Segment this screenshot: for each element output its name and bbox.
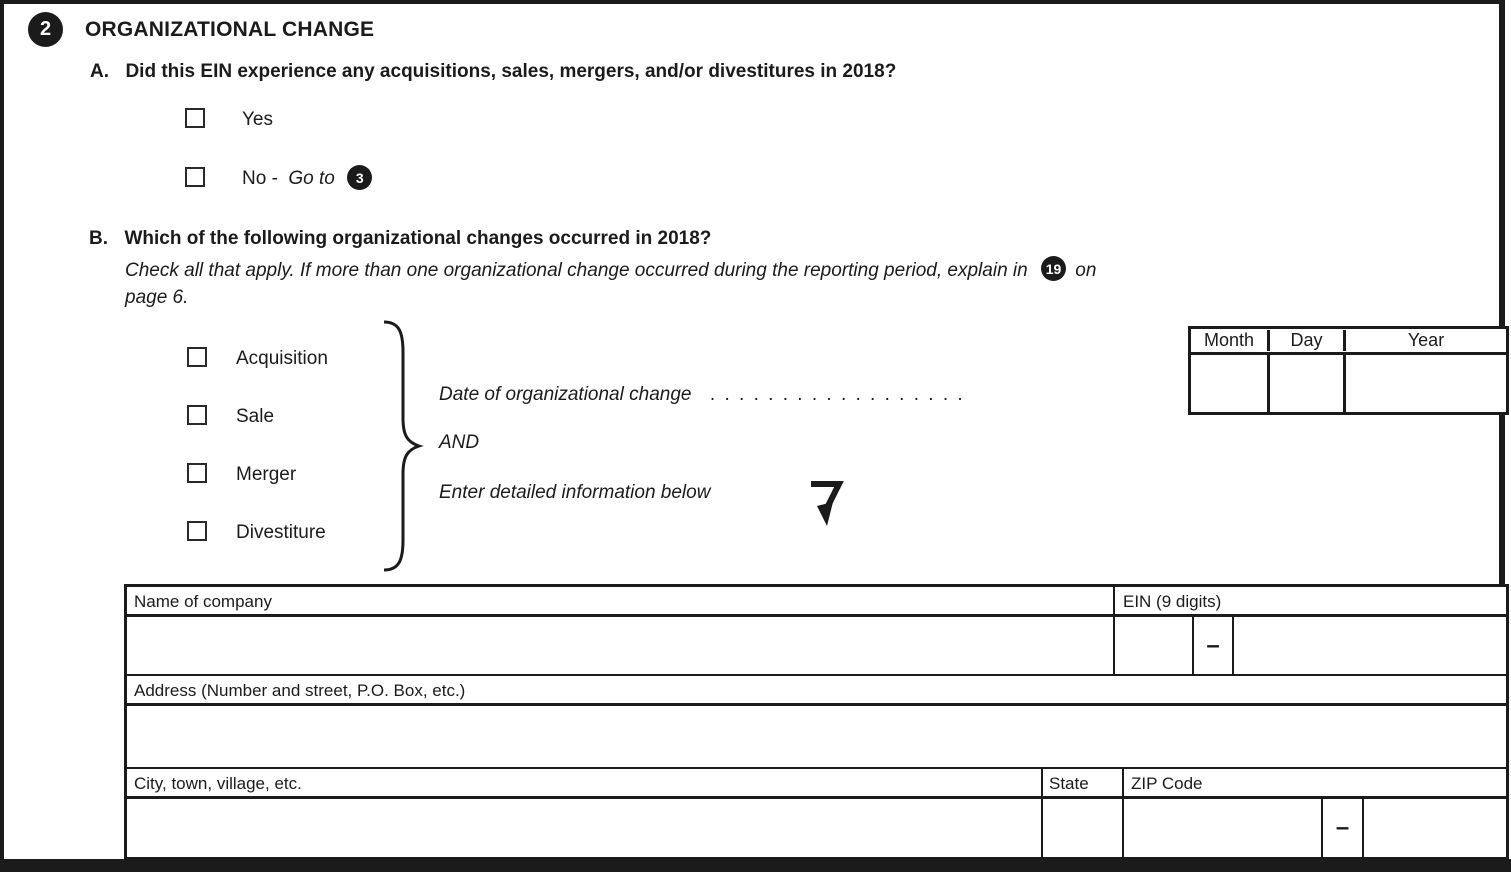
- state-input[interactable]: [1043, 799, 1122, 857]
- date-table-value-row: [1191, 355, 1506, 412]
- row2-value: [127, 706, 1506, 769]
- goto-section-3-badge: 3: [347, 165, 373, 191]
- brace-decoration: [383, 320, 424, 572]
- day-header: Day: [1270, 330, 1346, 351]
- divider: [1113, 587, 1115, 614]
- question-a-label: A.: [90, 61, 109, 82]
- divestiture-checkbox[interactable]: [187, 521, 207, 541]
- yes-checkbox[interactable]: [185, 108, 205, 128]
- question-b-note-line1: Check all that apply. If more than one o…: [125, 256, 1097, 282]
- question-a-text: Did this EIN experience any acquisitions…: [125, 61, 897, 82]
- divider: [1113, 617, 1115, 674]
- no-goto-text: Go to: [288, 168, 335, 189]
- year-header: Year: [1407, 330, 1445, 350]
- divider: [1122, 799, 1124, 857]
- row3-value: –: [127, 799, 1506, 857]
- next-section-bar: [0, 859, 1511, 872]
- divider: [1362, 799, 1364, 857]
- row3-header: City, town, village, etc. State ZIP Code: [127, 769, 1506, 799]
- ein-label: EIN (9 digits): [1123, 592, 1222, 611]
- no-label: No -: [242, 168, 278, 189]
- zip4-input[interactable]: [1364, 799, 1506, 857]
- ein-prefix-input[interactable]: [1115, 617, 1192, 674]
- dot-leader: . . . . . . . . . . . . . . . . . .: [709, 384, 965, 405]
- ein-dash: –: [1206, 631, 1220, 659]
- question-a: A. Did this EIN experience any acquisiti…: [90, 61, 896, 83]
- note-post: on: [1075, 260, 1097, 281]
- divider: [1041, 799, 1043, 857]
- row1-value: –: [127, 617, 1506, 676]
- date-of-change-line: Date of organizational change . . . . . …: [439, 384, 965, 406]
- divider: [1041, 769, 1043, 796]
- company-detail-table: Name of company EIN (9 digits) – Address…: [124, 584, 1509, 860]
- note-pre: Check all that apply. If more than one o…: [125, 260, 1028, 281]
- question-b-text: Which of the following organizational ch…: [124, 228, 712, 249]
- divestiture-label: Divestiture: [236, 522, 326, 543]
- month-header: Month: [1191, 330, 1270, 351]
- divider: [1192, 617, 1194, 674]
- address-input[interactable]: [127, 706, 1506, 767]
- zip-dash: –: [1335, 814, 1350, 841]
- name-of-company-input[interactable]: [127, 617, 1113, 674]
- question-b-label: B.: [89, 228, 108, 249]
- date-of-change-label: Date of organizational change: [439, 384, 692, 405]
- day-input[interactable]: [1270, 355, 1346, 412]
- row2-header: Address (Number and street, P.O. Box, et…: [127, 676, 1506, 706]
- divider: [1232, 617, 1234, 674]
- city-input[interactable]: [127, 799, 1041, 857]
- sale-label: Sale: [236, 406, 275, 427]
- yes-label: Yes: [242, 109, 273, 130]
- section-number-badge: 2: [28, 12, 63, 47]
- down-arrow-icon: [811, 481, 844, 526]
- sale-checkbox[interactable]: [187, 405, 207, 425]
- month-input[interactable]: [1191, 355, 1270, 412]
- section-title: ORGANIZATIONAL CHANGE: [85, 18, 375, 41]
- divider: [1321, 799, 1323, 857]
- zip-code-label: ZIP Code: [1131, 774, 1203, 793]
- date-table-header-row: Month Day Year: [1191, 329, 1506, 355]
- and-label: AND: [439, 432, 480, 453]
- no-option-label: No - Go to 3: [242, 165, 373, 191]
- org-change-date-table: Month Day Year: [1188, 326, 1509, 415]
- question-b: B. Which of the following organizational…: [89, 228, 711, 250]
- merger-label: Merger: [236, 464, 297, 485]
- zip5-input[interactable]: [1124, 799, 1321, 857]
- name-of-company-label: Name of company: [134, 592, 272, 611]
- state-label: State: [1049, 774, 1089, 793]
- city-label: City, town, village, etc.: [134, 774, 302, 793]
- no-checkbox[interactable]: [185, 167, 205, 187]
- year-input[interactable]: [1346, 355, 1506, 412]
- acquisition-label: Acquisition: [236, 348, 328, 369]
- ein-suffix-input[interactable]: [1234, 617, 1506, 674]
- address-label: Address (Number and street, P.O. Box, et…: [134, 681, 466, 700]
- acquisition-checkbox[interactable]: [187, 347, 207, 367]
- explain-section-19-badge: 19: [1041, 256, 1066, 282]
- divider: [1122, 769, 1124, 796]
- row1-header: Name of company EIN (9 digits): [127, 587, 1506, 617]
- enter-detail-label: Enter detailed information below: [439, 482, 711, 503]
- merger-checkbox[interactable]: [187, 463, 207, 483]
- question-b-note-line2: page 6.: [125, 287, 189, 308]
